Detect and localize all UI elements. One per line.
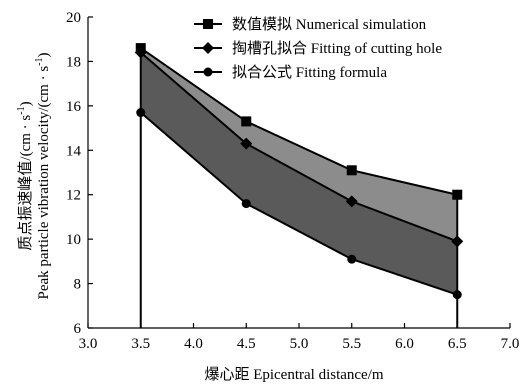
y-tick-label: 6 [74,321,82,337]
legend-marker-diamond [202,42,214,54]
legend-label: 拟合公式 Fitting formula [232,64,387,81]
data-point-circle [347,254,357,264]
data-point-square [241,116,252,127]
x-tick-label: 4.5 [237,336,256,352]
x-tick-label: 3.5 [131,336,150,352]
x-tick-label: 3.0 [79,336,98,352]
legend-label: 掏槽孔拟合 Fitting of cutting hole [232,40,442,57]
y-tick-label: 12 [66,188,81,204]
y-axis-title-line-2: Peak particle vibration velocity/(cm · s… [34,52,52,299]
x-tick-label: 7.0 [501,336,520,352]
legend-marker-square [203,19,213,29]
y-tick-label: 16 [66,99,82,115]
data-point-diamond [134,46,147,59]
legend-label: 数值模拟 Numerical simulation [232,16,427,33]
data-point-square [346,165,357,176]
x-tick-label: 6.5 [448,336,467,352]
series-layer [134,43,464,328]
series-line-diamond [140,51,458,243]
band-upper [140,48,458,242]
data-point-circle [241,199,251,209]
y-tick-label: 18 [66,54,81,70]
y-tick-label: 20 [66,10,81,26]
data-point-diamond [345,195,358,208]
data-point-diamond [451,235,464,248]
y-tick-label: 14 [66,143,82,159]
x-axis-title: 爆心距 Epicentral distance/m [204,366,383,383]
x-tick-label: 5.5 [342,336,361,352]
legend: 数值模拟 Numerical simulation 掏槽孔拟合 Fitting o… [194,16,442,81]
x-tick-label: 5.0 [290,336,309,352]
data-point-circle [136,108,146,118]
x-tick-label: 6.0 [395,336,414,352]
y-axis-title-line-1: 质点振速峰值/(cm · s-1) [16,101,34,250]
data-point-circle [452,290,462,300]
y-tick-label: 10 [66,232,81,248]
y-tick-label: 8 [74,277,82,293]
tick-layer: 3.0 3.5 4.0 4.5 5.0 5.5 6.0 6.5 7.0 6 8 10 12 14 16 18 2… [66,10,519,352]
data-point-diamond [240,137,253,150]
data-point-square [452,189,463,200]
y-axis-title: 质点振速峰值/(cm · s-1) Peak particle vibratio… [16,52,52,299]
series-line-circle [140,111,458,296]
legend-marker-circle [203,67,213,77]
x-tick-label: 4.0 [184,336,203,352]
series-line-square [140,47,458,196]
